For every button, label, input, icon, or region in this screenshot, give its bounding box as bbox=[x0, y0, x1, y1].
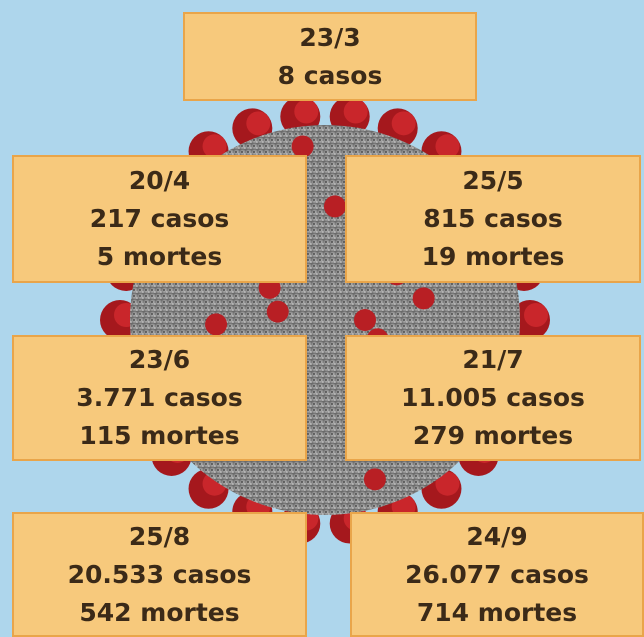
spike bbox=[324, 195, 346, 217]
date: 23/6 bbox=[129, 341, 190, 379]
spike bbox=[413, 287, 435, 309]
cases: 815 casos bbox=[423, 200, 563, 238]
cases: 3.771 casos bbox=[76, 379, 242, 417]
spike bbox=[392, 111, 416, 135]
spike bbox=[354, 309, 376, 331]
spike bbox=[267, 301, 289, 323]
date: 20/4 bbox=[129, 162, 190, 200]
deaths: 279 mortes bbox=[413, 417, 573, 455]
spike bbox=[524, 303, 548, 327]
cases: 217 casos bbox=[90, 200, 230, 238]
date: 21/7 bbox=[462, 341, 523, 379]
spike bbox=[205, 313, 227, 335]
deaths: 115 mortes bbox=[79, 417, 239, 455]
spike bbox=[344, 99, 368, 123]
cases: 11.005 casos bbox=[401, 379, 585, 417]
date: 24/9 bbox=[466, 518, 527, 556]
deaths: 542 mortes bbox=[79, 594, 239, 632]
date: 25/5 bbox=[462, 162, 523, 200]
date: 25/8 bbox=[129, 518, 190, 556]
cases: 8 casos bbox=[278, 57, 383, 95]
spike bbox=[294, 99, 318, 123]
deaths: 5 mortes bbox=[97, 238, 222, 276]
infographic: 23/38 casos 20/4217 casos5 mortes 25/5815 … bbox=[0, 0, 644, 637]
date: 23/3 bbox=[299, 19, 360, 57]
deaths: 714 mortes bbox=[417, 594, 577, 632]
cases: 26.077 casos bbox=[405, 556, 589, 594]
deaths: 19 mortes bbox=[422, 238, 565, 276]
cases: 20.533 casos bbox=[68, 556, 252, 594]
spike bbox=[246, 111, 270, 135]
spike bbox=[364, 468, 386, 490]
